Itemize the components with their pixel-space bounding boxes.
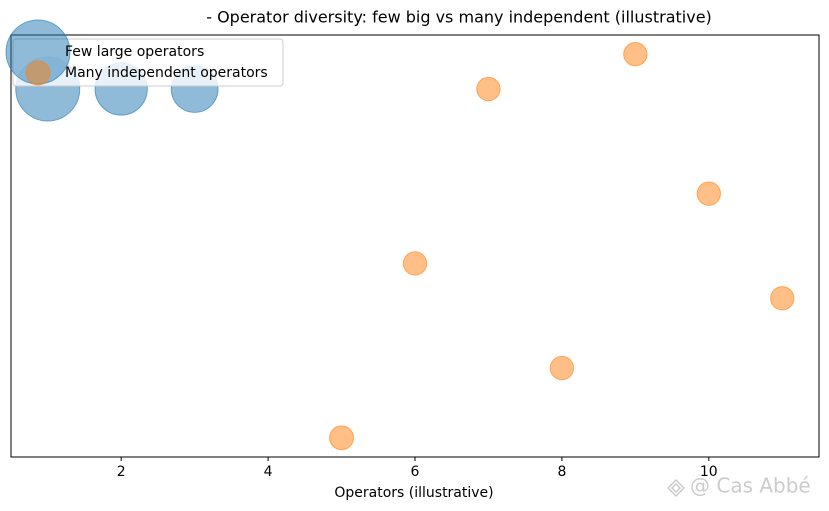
legend-label: Few large operators	[65, 44, 204, 60]
x-tick-label: 10	[700, 464, 718, 480]
scatter-point	[770, 286, 795, 311]
watermark-icon	[666, 478, 686, 498]
x-axis-label: Operators (illustrative)	[334, 485, 493, 501]
x-tick-label: 4	[264, 464, 273, 480]
legend: Few large operators Many independent oper…	[5, 19, 284, 87]
watermark: @ Cas Abbé	[690, 474, 811, 498]
scatter-point	[696, 181, 721, 206]
legend-marker	[25, 60, 51, 86]
scatter-point	[476, 76, 501, 102]
scatter-point	[329, 425, 355, 451]
chart-title: - Operator diversity: few big vs many in…	[206, 8, 712, 27]
x-tick-label: 8	[557, 464, 566, 480]
scatter-point	[549, 355, 575, 381]
scatter-point	[402, 251, 428, 276]
legend-label: Many independent operators	[65, 65, 268, 81]
x-tick-label: 6	[411, 464, 420, 480]
x-tick-label: 2	[117, 464, 126, 480]
scatter-point	[623, 42, 648, 67]
